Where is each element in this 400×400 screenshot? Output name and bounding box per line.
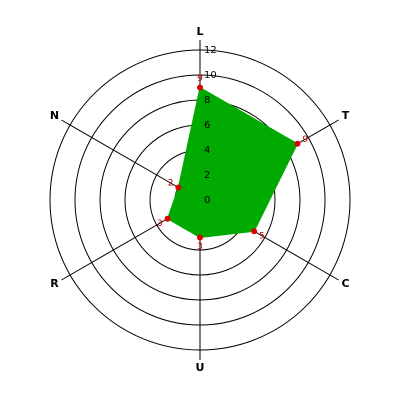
value-label: 9 xyxy=(197,74,203,84)
y-tick-label: 4 xyxy=(204,145,210,156)
radar-area xyxy=(166,86,299,239)
axis-label: C xyxy=(341,277,349,290)
point xyxy=(164,215,171,222)
axis-label: R xyxy=(50,277,59,290)
value-label: 5 xyxy=(259,231,265,241)
y-tick-label: 12 xyxy=(204,45,217,56)
y-tick-label: 6 xyxy=(204,120,210,131)
y-tick-label: 0 xyxy=(204,195,210,206)
axis-label: U xyxy=(196,361,205,374)
axis-label: N xyxy=(50,109,59,122)
point xyxy=(197,234,203,241)
value-label: 9 xyxy=(302,135,308,145)
axis-label: L xyxy=(196,25,203,38)
point xyxy=(175,184,182,191)
axis-label: T xyxy=(342,109,350,122)
value-label: 3 xyxy=(197,242,203,252)
point xyxy=(294,140,301,147)
point xyxy=(251,228,258,235)
point xyxy=(197,84,203,91)
y-tick-label: 2 xyxy=(204,170,210,181)
value-label: 2 xyxy=(168,179,174,189)
y-tick-label: 10 xyxy=(204,70,217,81)
value-label: 3 xyxy=(157,219,163,229)
y-tick-label: 8 xyxy=(204,95,210,106)
